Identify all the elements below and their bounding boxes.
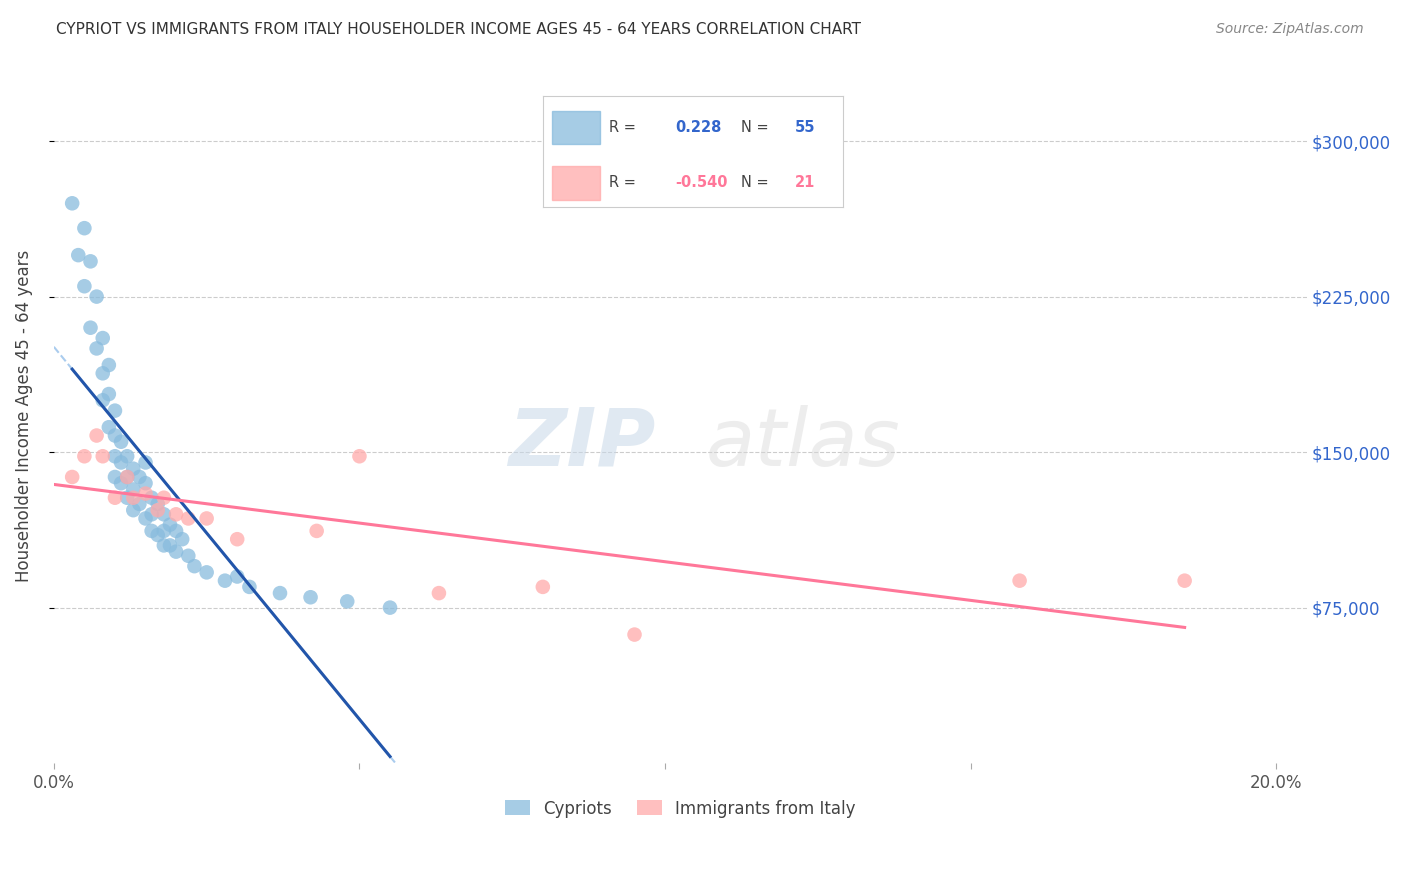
Point xyxy=(165,508,187,522)
Point xyxy=(97,358,120,372)
Y-axis label: Householder Income Ages 45 - 64 years: Householder Income Ages 45 - 64 years xyxy=(15,250,32,582)
Point xyxy=(159,517,181,532)
Point xyxy=(141,524,163,538)
Point xyxy=(79,320,101,334)
Point xyxy=(427,586,450,600)
Point xyxy=(60,470,83,484)
Point xyxy=(86,290,108,304)
Point xyxy=(141,491,163,505)
Point xyxy=(73,279,96,293)
Point xyxy=(623,627,645,641)
Point xyxy=(172,532,194,546)
Point xyxy=(73,221,96,235)
Point xyxy=(134,476,156,491)
Point xyxy=(195,566,218,580)
Point xyxy=(146,528,169,542)
Point xyxy=(226,569,249,583)
Point xyxy=(97,420,120,434)
Point xyxy=(146,497,169,511)
Point xyxy=(115,491,138,505)
Point xyxy=(67,248,90,262)
Legend: Cypriots, Immigrants from Italy: Cypriots, Immigrants from Italy xyxy=(498,793,862,824)
Point xyxy=(153,524,176,538)
Point xyxy=(195,511,218,525)
Point xyxy=(60,196,83,211)
Point xyxy=(159,538,181,552)
Point xyxy=(115,449,138,463)
Point xyxy=(104,470,127,484)
Point xyxy=(122,461,145,475)
Point xyxy=(1174,574,1197,588)
Point xyxy=(214,574,236,588)
Point xyxy=(134,486,156,500)
Point xyxy=(177,549,200,563)
Point xyxy=(91,393,114,408)
Point xyxy=(531,580,554,594)
Point xyxy=(146,503,169,517)
Point xyxy=(110,434,132,449)
Point xyxy=(128,497,150,511)
Point xyxy=(104,491,127,505)
Point xyxy=(299,591,322,605)
Point xyxy=(122,483,145,497)
Point xyxy=(104,403,127,417)
Point xyxy=(134,511,156,525)
Point xyxy=(177,511,200,525)
Point xyxy=(122,503,145,517)
Text: ZIP: ZIP xyxy=(508,405,655,483)
Point xyxy=(238,580,260,594)
Point xyxy=(110,455,132,469)
Point xyxy=(128,470,150,484)
Point xyxy=(110,476,132,491)
Point xyxy=(183,559,205,574)
Text: CYPRIOT VS IMMIGRANTS FROM ITALY HOUSEHOLDER INCOME AGES 45 - 64 YEARS CORRELATI: CYPRIOT VS IMMIGRANTS FROM ITALY HOUSEHO… xyxy=(56,22,862,37)
Point xyxy=(91,367,114,381)
Point xyxy=(378,600,401,615)
Point xyxy=(122,491,145,505)
Point xyxy=(165,544,187,558)
Text: atlas: atlas xyxy=(706,405,900,483)
Point xyxy=(269,586,291,600)
Point xyxy=(86,342,108,356)
Point xyxy=(165,524,187,538)
Point xyxy=(79,254,101,268)
Point xyxy=(104,449,127,463)
Point xyxy=(153,491,176,505)
Point xyxy=(97,387,120,401)
Point xyxy=(1008,574,1031,588)
Point xyxy=(226,532,249,546)
Point xyxy=(104,428,127,442)
Point xyxy=(91,331,114,345)
Point xyxy=(115,470,138,484)
Point xyxy=(134,455,156,469)
Point xyxy=(91,449,114,463)
Point xyxy=(141,508,163,522)
Point xyxy=(86,428,108,442)
Point xyxy=(153,508,176,522)
Point xyxy=(115,470,138,484)
Point xyxy=(73,449,96,463)
Point xyxy=(349,449,371,463)
Point xyxy=(336,594,359,608)
Text: Source: ZipAtlas.com: Source: ZipAtlas.com xyxy=(1216,22,1364,37)
Point xyxy=(305,524,328,538)
Point xyxy=(153,538,176,552)
